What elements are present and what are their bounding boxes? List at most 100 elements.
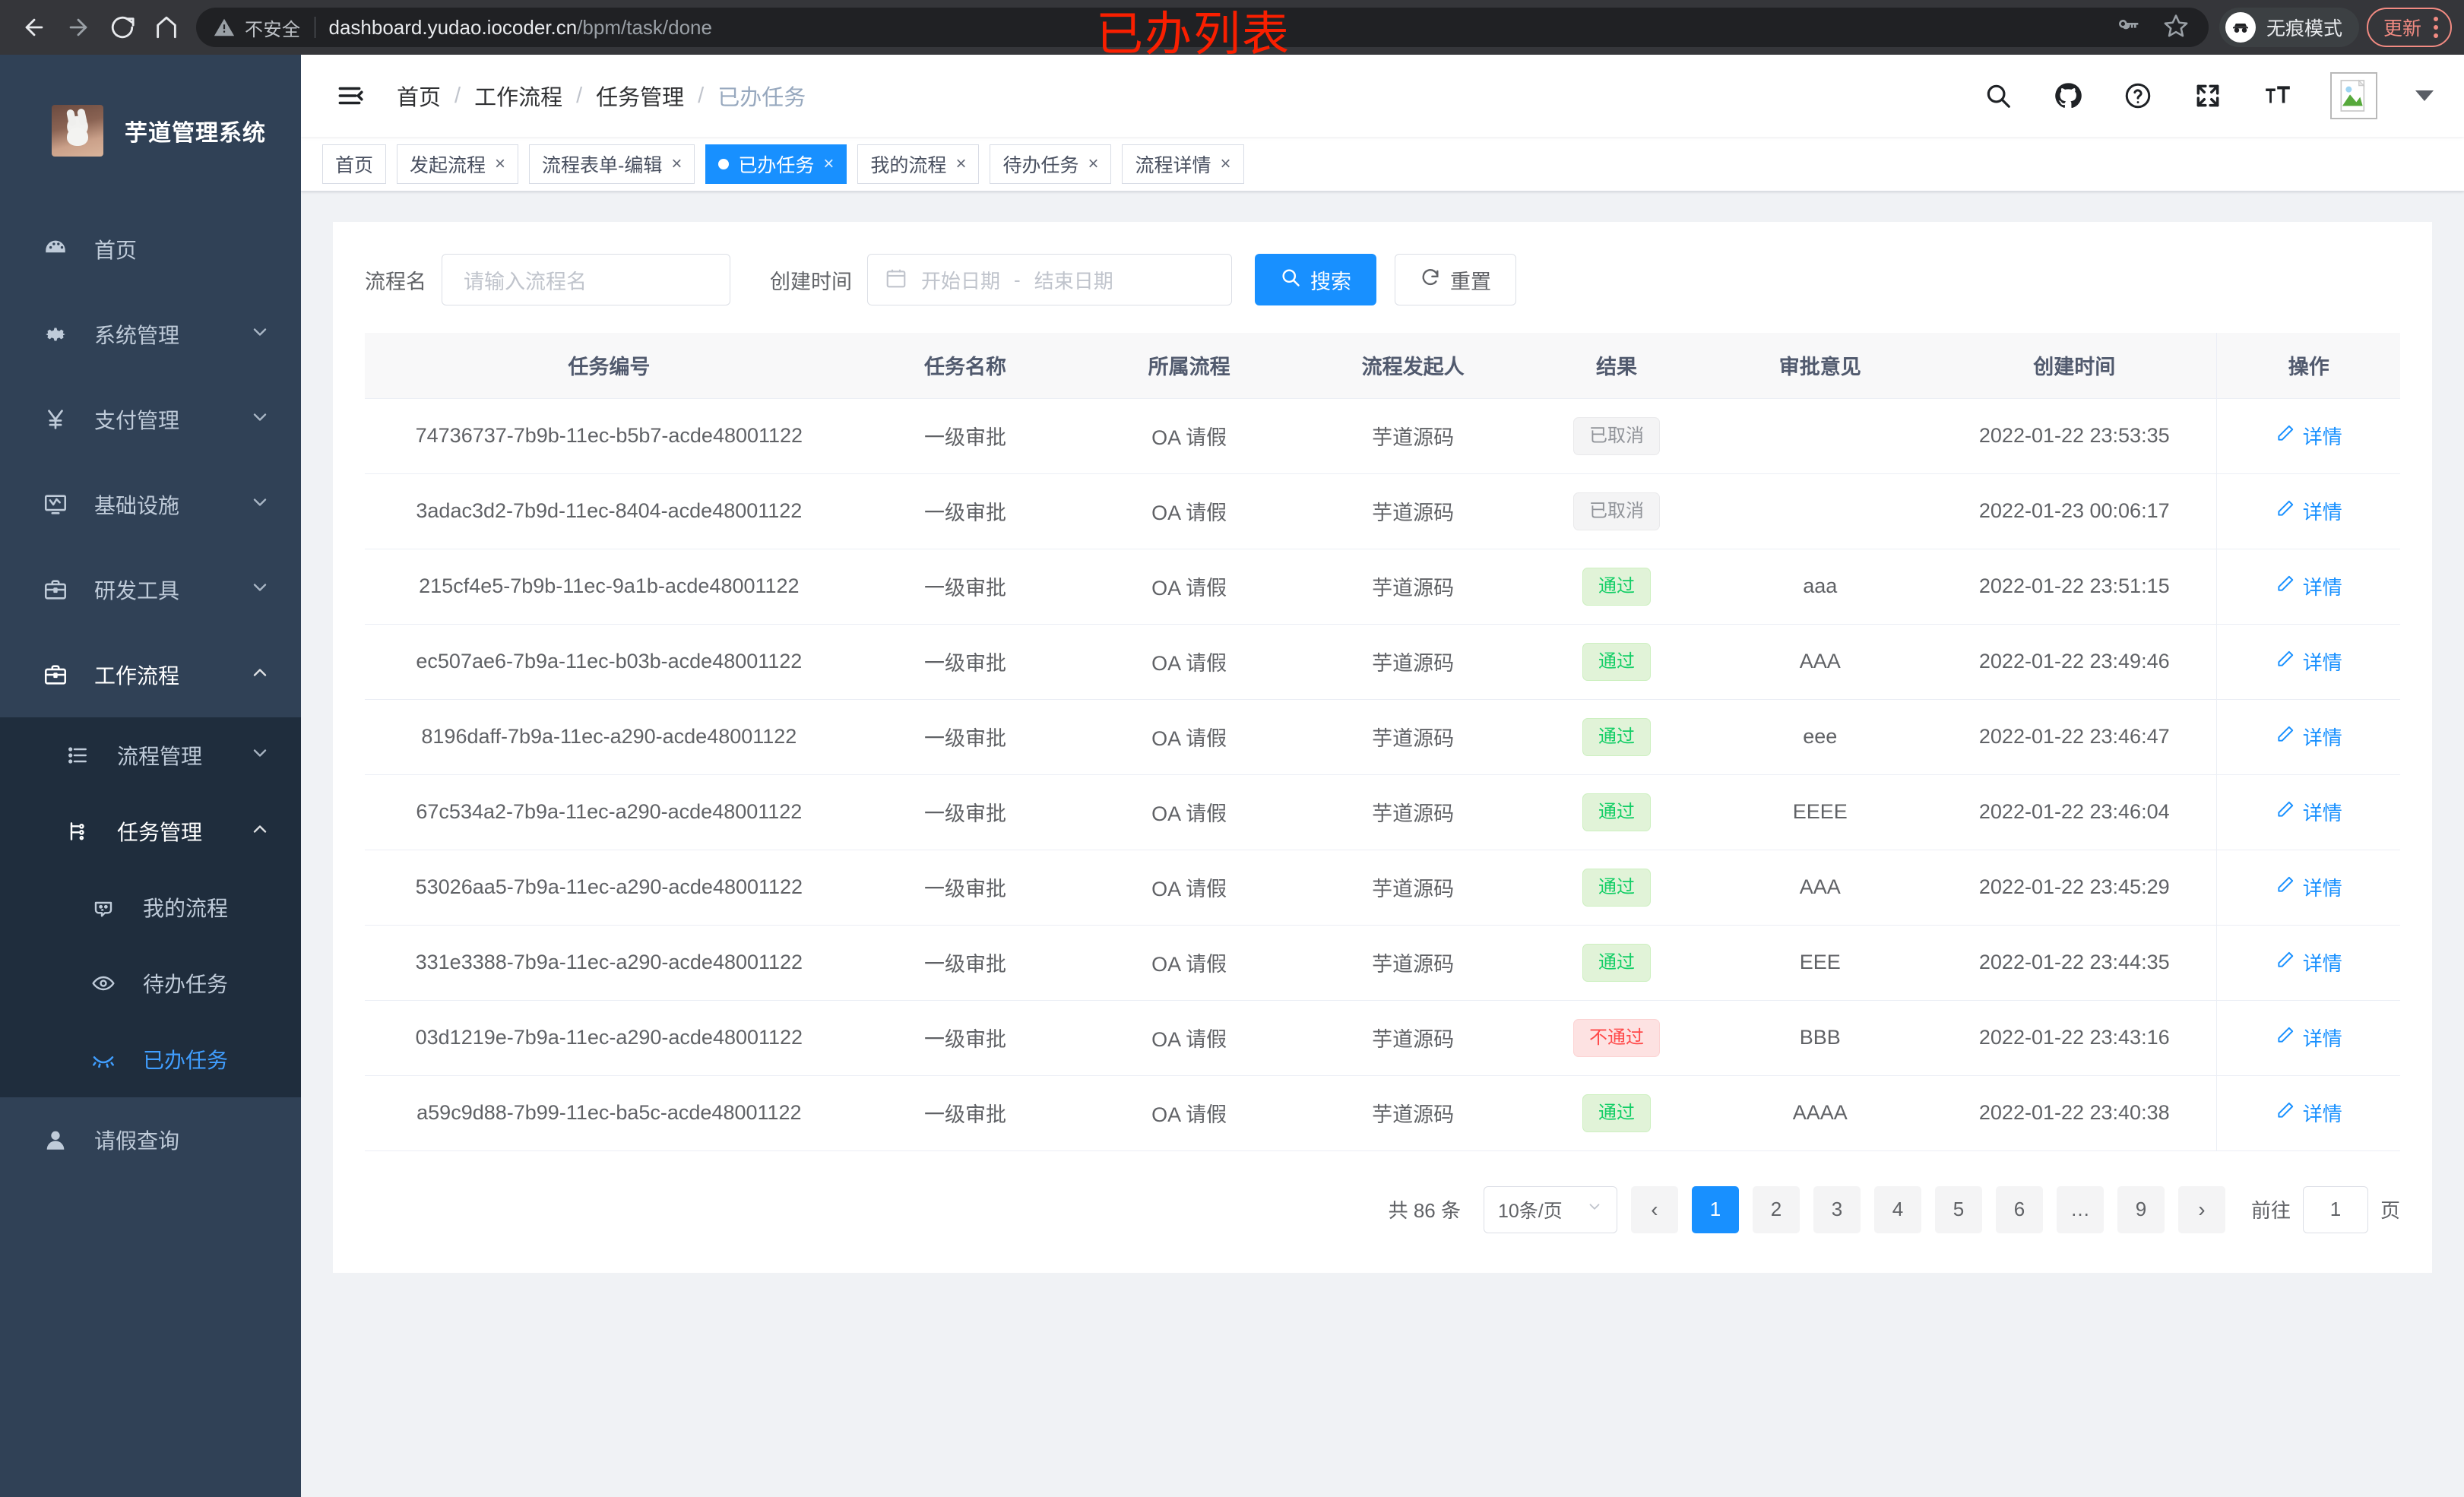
pagination-page-button[interactable]: 4 [1873,1185,1921,1233]
tab-todo-task[interactable]: 待办任务 × [990,144,1112,184]
help-icon[interactable] [2120,78,2155,113]
pagination-page-button[interactable]: 3 [1813,1185,1861,1233]
detail-button[interactable]: 详情 [2276,1099,2342,1127]
tab-done-task[interactable]: 已办任务 × [705,144,847,184]
close-icon[interactable]: × [1220,153,1231,174]
sidebar-item-process-management[interactable]: 流程管理 [0,717,301,793]
pagination-page-button[interactable]: 6 [1995,1185,2043,1233]
incognito-indicator[interactable]: 无痕模式 [2219,8,2359,47]
table-row: 8196daff-7b9a-11ec-a290-acde48001122 一级审批… [365,699,2400,775]
detail-button[interactable]: 详情 [2276,497,2342,525]
sidebar-item-workflow[interactable]: 工作流程 [0,632,301,717]
brand-header[interactable]: 芋道管理系统 [0,55,301,207]
pagination-page-button[interactable]: 1 [1691,1185,1739,1233]
pagination-prev-button[interactable]: ‹ [1630,1185,1678,1233]
chevron-down-icon [249,577,271,603]
page-size-value: 10条/页 [1497,1200,1563,1222]
reload-button[interactable] [100,5,144,49]
tab-start-process[interactable]: 发起流程 × [397,144,519,184]
detail-button[interactable]: 详情 [2276,647,2342,676]
pagination-page-button[interactable]: 9 [2117,1185,2165,1233]
detail-button[interactable]: 详情 [2276,572,2342,600]
pagination-page-button[interactable]: … [2056,1185,2104,1233]
status-badge: 通过 [1582,943,1651,982]
sidebar-item-todo-task[interactable]: 待办任务 [0,945,301,1021]
sidebar-toggle-icon[interactable] [333,79,366,112]
cell-task-name: 一级审批 [853,398,1078,474]
back-button[interactable] [12,5,56,49]
sidebar-item-task-management[interactable]: 任务管理 [0,793,301,869]
tab-label: 流程表单-编辑 [542,154,663,176]
sidebar-item-system[interactable]: 系统管理 [0,292,301,377]
tab-my-process[interactable]: 我的流程 × [857,144,980,184]
pagination-page-button[interactable]: 5 [1934,1185,1982,1233]
home-button[interactable] [144,5,188,49]
chrome-menu-icon[interactable] [2434,17,2438,38]
sidebar-item-label: 已办任务 [143,1049,229,1072]
table-row: 3adac3d2-7b9d-11ec-8404-acde48001122 一级审批… [365,473,2400,549]
search-icon[interactable] [1981,78,2016,113]
fullscreen-icon[interactable] [2190,78,2225,113]
update-button[interactable]: 更新 [2366,8,2452,47]
table-header: 任务编号 任务名称 所属流程 流程发起人 结果 审批意见 创建时间 操作 [365,333,2400,399]
forward-button[interactable] [56,5,100,49]
detail-button[interactable]: 详情 [2276,948,2342,976]
chevron-down-icon [1586,1198,1603,1220]
chevron-up-icon [249,662,271,688]
breadcrumb-item-task-management[interactable]: 任务管理 [596,86,685,110]
edit-icon [2276,950,2295,975]
jump-input[interactable] [2302,1185,2368,1233]
close-icon[interactable]: × [671,153,683,174]
password-key-icon[interactable] [2116,14,2140,42]
pagination-page-button[interactable]: 2 [1752,1185,1800,1233]
tab-process-form-edit[interactable]: 流程表单-编辑 × [529,144,695,184]
cell-task-id: 215cf4e5-7b9b-11ec-9a1b-acde48001122 [365,549,854,625]
sidebar-item-done-task[interactable]: 已办任务 [0,1021,301,1097]
cell-operation: 详情 [2216,850,2400,926]
close-icon[interactable]: × [955,153,967,174]
breadcrumb-item-workflow[interactable]: 工作流程 [474,86,563,110]
page-size-select[interactable]: 10条/页 [1483,1185,1617,1233]
bookmark-star-icon[interactable] [2163,13,2189,43]
detail-label: 详情 [2302,726,2342,749]
cell-operation: 详情 [2216,699,2400,775]
font-size-icon[interactable] [2260,78,2295,113]
cell-process: OA 请假 [1077,774,1301,850]
cell-task-name: 一级审批 [853,699,1078,775]
calendar-icon [885,267,907,293]
search-button[interactable]: 搜索 [1255,254,1376,305]
detail-button[interactable]: 详情 [2276,422,2342,450]
tab-home[interactable]: 首页 [322,144,387,184]
detail-label: 详情 [2302,426,2342,448]
close-icon[interactable]: × [823,153,835,174]
detail-button[interactable]: 详情 [2276,723,2342,751]
edit-icon [2276,574,2295,599]
process-name-input[interactable]: 请输入流程名 [442,254,730,305]
sidebar-item-my-process[interactable]: 我的流程 [0,869,301,945]
sidebar-item-label: 任务管理 [117,821,203,844]
sidebar-item-payment[interactable]: 支付管理 [0,377,301,462]
reset-button[interactable]: 重置 [1395,254,1516,305]
sidebar-item-label: 首页 [94,239,138,262]
close-icon[interactable]: × [1088,153,1099,174]
sidebar-item-home[interactable]: 首页 [0,207,301,292]
sidebar-item-devtools[interactable]: 研发工具 [0,547,301,632]
detail-button[interactable]: 详情 [2276,798,2342,826]
address-bar[interactable]: 不安全 dashboard.yudao.iocoder.cn/bpm/task/… [196,8,2209,47]
detail-button[interactable]: 详情 [2276,873,2342,901]
github-icon[interactable] [2051,78,2086,113]
detail-button[interactable]: 详情 [2276,1024,2342,1052]
create-time-range-picker[interactable]: 开始日期 - 结束日期 [867,254,1232,305]
pagination-next-button[interactable]: › [2177,1185,2225,1233]
eye-icon [91,971,126,995]
tab-process-detail[interactable]: 流程详情 × [1122,144,1244,184]
cell-operation: 详情 [2216,398,2400,474]
avatar[interactable] [2330,72,2377,119]
breadcrumb-separator: / [698,83,705,108]
sidebar-item-leave-query[interactable]: 请假查询 [0,1097,301,1182]
close-icon[interactable]: × [495,153,506,174]
sidebar-item-infrastructure[interactable]: 基础设施 [0,462,301,547]
detail-label: 详情 [2302,802,2342,824]
chevron-down-icon[interactable] [2415,90,2434,101]
breadcrumb-item-home[interactable]: 首页 [397,86,442,110]
